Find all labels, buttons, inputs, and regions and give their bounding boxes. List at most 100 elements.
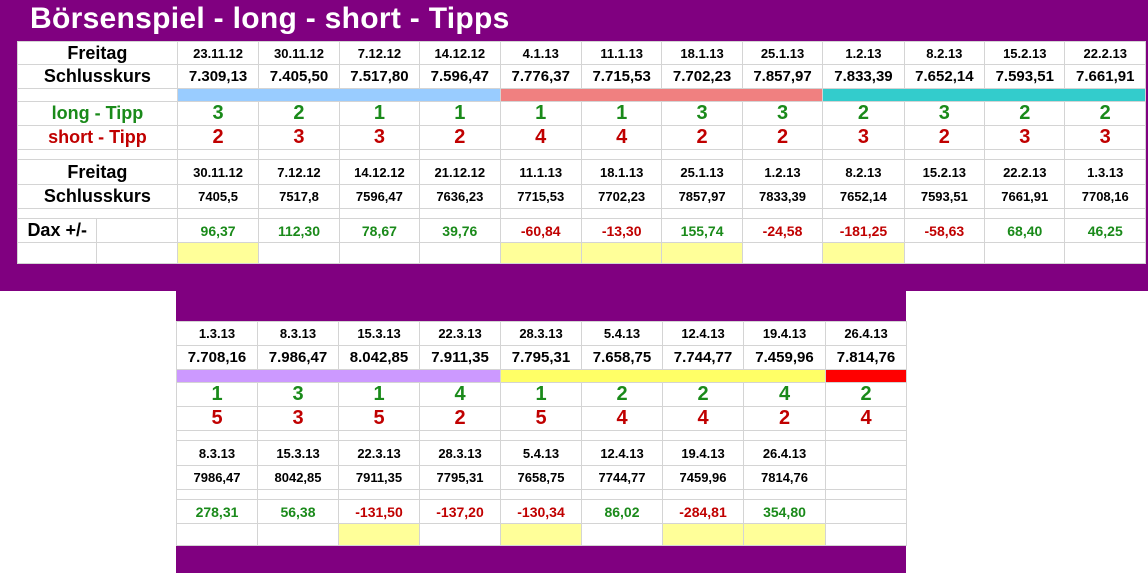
highlight-row [16,242,1146,264]
close-cell: 7.661,91 [1064,64,1146,89]
close-cell: 7986,47 [176,465,258,490]
close-cell: 7.702,23 [661,64,743,89]
short-value: 2 [743,406,826,431]
date-row-2: Freitag 30.11.12 7.12.12 14.12.12 21.12.… [17,159,1146,185]
empty-cell [17,88,178,102]
close-cell: 7.593,51 [984,64,1066,89]
close-cell: 7857,97 [661,184,743,209]
short-value: 4 [499,125,582,150]
date-cell: 1.2.13 [741,159,824,185]
short-value: 2 [903,125,986,150]
short-value: 4 [581,406,663,431]
close-cell: 7661,91 [984,184,1066,209]
short-value: 3 [984,125,1066,150]
dax-value: 86,02 [581,499,663,524]
close-cell: 7658,75 [500,465,582,490]
color-band [500,369,826,383]
highlight-cell [580,242,663,264]
close-cell: 7744,77 [581,465,663,490]
long-value: 1 [338,101,421,126]
long-tipp-label: long - Tipp [17,101,178,126]
long-value: 2 [662,382,744,407]
dax-value: 39,76 [419,218,501,243]
color-band-row [17,88,1146,102]
dax-value: 46,25 [1064,218,1146,243]
close-cell: 7596,47 [338,184,421,209]
date-cell: 26.4.13 [743,440,826,466]
date-row: 1.3.13 8.3.13 15.3.13 22.3.13 28.3.13 5.… [176,321,907,346]
color-band [176,88,501,102]
date-cell: 18.1.13 [580,159,663,185]
highlight-cell [499,242,582,264]
short-tipp-label: short - Tipp [17,125,178,150]
date-cell: 22.2.13 [984,159,1066,185]
long-value: 3 [257,382,339,407]
date-cell: 14.12.12 [338,159,421,185]
dax-row: Dax +/- 96,37 112,30 78,67 39,76 -60,84 … [16,218,1146,243]
short-value: 2 [741,125,824,150]
date-cell [825,440,907,466]
short-value: 2 [419,406,501,431]
highlight-cell [338,523,420,546]
highlight-cell [662,523,744,546]
close-row-2: 7986,47 8042,85 7911,35 7795,31 7658,75 … [176,465,907,490]
freitag-label: Freitag [17,159,178,185]
dax-value: -131,50 [338,499,420,524]
dax-value: 56,38 [257,499,339,524]
date-cell: 22.3.13 [338,440,420,466]
close-cell: 7708,16 [1064,184,1146,209]
close-row: Schlusskurs 7.309,13 7.405,50 7.517,80 7… [17,64,1146,89]
short-value: 3 [257,406,339,431]
empty-cell [338,242,421,264]
highlight-cell [822,242,905,264]
dax-value: -137,20 [419,499,501,524]
close-cell [825,465,907,490]
empty-cell [258,242,340,264]
dax-label: Dax +/- [16,218,98,243]
dax-value: -58,63 [903,218,986,243]
date-cell: 8.3.13 [257,321,339,346]
long-value: 2 [258,101,340,126]
highlight-cell [176,242,260,264]
schlusskurs-label: Schlusskurs [17,184,178,209]
date-cell: 15.2.13 [903,159,986,185]
date-cell: 19.4.13 [743,321,826,346]
close-cell: 7.795,31 [500,345,582,370]
long-value: 2 [984,101,1066,126]
dax-value: -181,25 [822,218,905,243]
date-cell: 15.3.13 [257,440,339,466]
close-cell: 7.911,35 [419,345,501,370]
dax-value: 78,67 [338,218,421,243]
date-cell: 28.3.13 [419,440,501,466]
short-value: 5 [338,406,420,431]
close-cell: 7702,23 [580,184,663,209]
spacer-row [176,489,907,500]
date-cell: 1.3.13 [176,321,258,346]
dax-value: -130,34 [500,499,582,524]
date-cell: 11.1.13 [580,41,663,65]
date-cell: 22.3.13 [419,321,501,346]
empty-cell [1064,242,1146,264]
dax-value: 354,80 [743,499,826,524]
long-value: 1 [419,101,501,126]
date-cell: 15.3.13 [338,321,420,346]
date-cell: 8.3.13 [176,440,258,466]
color-band [822,88,1146,102]
short-value: 3 [258,125,340,150]
color-band [176,369,501,383]
long-value: 1 [338,382,420,407]
close-row: 7.708,16 7.986,47 8.042,85 7.911,35 7.79… [176,345,907,370]
short-value: 2 [661,125,743,150]
empty-cell [984,242,1066,264]
close-cell: 7.596,47 [419,64,501,89]
date-cell: 23.11.12 [176,41,260,65]
short-value: 5 [500,406,582,431]
empty-cell [581,523,663,546]
date-cell: 18.1.13 [661,41,743,65]
long-value: 2 [825,382,907,407]
short-value: 2 [419,125,501,150]
freitag-label: Freitag [17,41,178,65]
empty-cell [16,242,98,264]
close-cell: 7.405,50 [258,64,340,89]
close-cell: 7.833,39 [822,64,905,89]
